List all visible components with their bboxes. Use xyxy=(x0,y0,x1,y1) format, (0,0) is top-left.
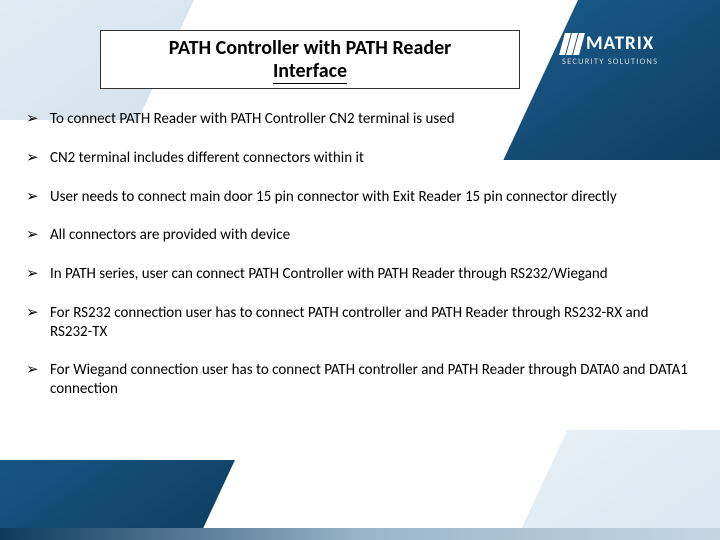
list-item: All connectors are provided with device xyxy=(26,226,694,245)
list-item: User needs to connect main door 15 pin c… xyxy=(26,188,694,207)
list-item: To connect PATH Reader with PATH Control… xyxy=(26,110,694,129)
logo-top: MATRIX xyxy=(562,32,692,55)
title-line-1: PATH Controller with PATH Reader xyxy=(111,37,509,60)
list-item: For Wiegand connection user has to conne… xyxy=(26,361,694,399)
title-box: PATH Controller with PATH Reader Interfa… xyxy=(100,30,520,89)
bullet-list: To connect PATH Reader with PATH Control… xyxy=(26,110,694,399)
list-item: CN2 terminal includes different connecto… xyxy=(26,149,694,168)
title-line-2: Interface xyxy=(273,60,347,84)
list-item: In PATH series, user can connect PATH Co… xyxy=(26,265,694,284)
logo-tagline: SECURITY SOLUTIONS xyxy=(562,57,692,67)
logo: MATRIX SECURITY SOLUTIONS xyxy=(562,32,692,67)
content-area: To connect PATH Reader with PATH Control… xyxy=(26,110,694,500)
logo-brand: MATRIX xyxy=(586,32,654,55)
list-item: For RS232 connection user has to connect… xyxy=(26,304,694,342)
slide: PATH Controller with PATH Reader Interfa… xyxy=(0,0,720,540)
logo-mark-icon xyxy=(562,33,582,55)
decor-bottom-band xyxy=(0,528,720,540)
